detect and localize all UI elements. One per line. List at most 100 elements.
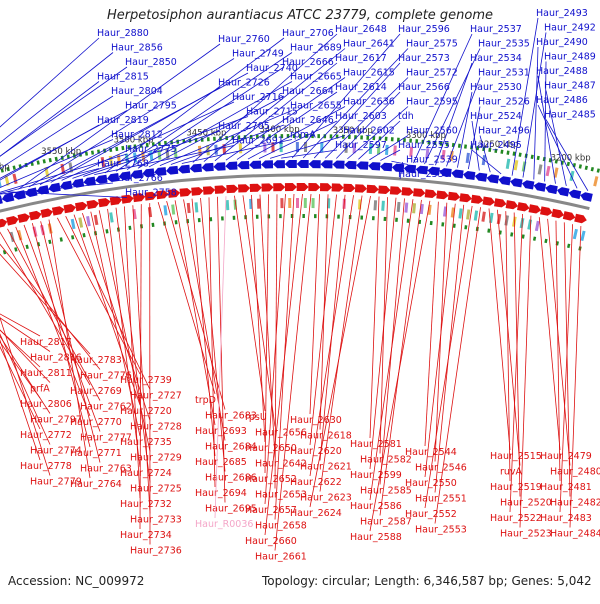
reverse-gene-label: Haur_2588	[350, 532, 402, 543]
reverse-gene-label: Haur_2519	[490, 482, 542, 493]
reverse-leader-line	[489, 208, 510, 450]
forward-gene-arrow	[451, 170, 463, 179]
forward-leader-line	[457, 92, 472, 168]
forward-gene-label: Haur_2850	[125, 57, 177, 68]
tick-mark	[84, 233, 85, 237]
forward-gene-arrow	[344, 161, 356, 169]
tick-mark	[86, 152, 87, 156]
forward-gene-label: Haur_2495	[470, 140, 522, 151]
reverse-leader-line	[425, 202, 438, 446]
forward-gene-label: Haur_2641	[343, 39, 395, 50]
tick-mark	[466, 225, 467, 229]
reverse-gene-label: Haur_2811	[20, 368, 72, 379]
reverse-gene-label: Haur_2734	[120, 530, 172, 541]
reverse-gene-arrow	[29, 211, 42, 221]
reverse-gene-arrow	[574, 214, 587, 224]
reverse-gene-arrow	[390, 186, 402, 195]
reverse-gene-label: Haur_2685	[195, 457, 247, 468]
reverse-gene-arrow	[332, 183, 344, 191]
forward-gene-label: Haur_2666	[282, 57, 334, 68]
forward-gene-label: Haur_2595	[406, 97, 458, 108]
forward-gene-arrow	[534, 182, 547, 191]
reverse-gene-label: Haur_2483	[540, 513, 592, 524]
reverse-gene-label: Haur_2520	[500, 498, 552, 509]
reverse-gene-arrow	[320, 183, 332, 191]
tick-mark	[514, 152, 515, 156]
forward-gene-arrow	[0, 195, 3, 205]
reverse-gene-label: Haur_2770	[70, 417, 122, 428]
forward-gene-label: Haur_2537	[470, 24, 522, 35]
reverse-leader-line	[251, 195, 265, 442]
reverse-gene-arrow	[64, 204, 77, 213]
reverse-gene-label: Haur_2724	[120, 468, 172, 479]
reverse-leader-line	[16, 227, 90, 416]
reverse-gene-arrow	[459, 193, 472, 202]
forward-gene-label: Haur_2602	[343, 126, 395, 137]
reverse-gene-label: Haur_2661	[255, 552, 307, 563]
cog-bar	[547, 166, 549, 176]
cog-bar	[491, 213, 493, 223]
forward-gene-label: Haur_2538	[398, 169, 450, 180]
cog-bar	[165, 205, 166, 215]
reverse-gene-arrow	[18, 213, 31, 223]
forward-gene-label: Haur_2880	[97, 28, 149, 39]
tick-mark	[465, 145, 466, 149]
tick-mark	[92, 151, 93, 155]
reverse-gene-label: Haur_2550	[405, 478, 457, 489]
forward-gene-label: Haur_2534	[470, 53, 522, 64]
cog-bar	[475, 211, 476, 221]
forward-gene-arrow	[580, 192, 593, 202]
reverse-leader-line	[370, 197, 379, 438]
reverse-leader-line	[310, 194, 320, 414]
forward-gene-arrow	[2, 193, 15, 203]
forward-gene-label: Haur_2689	[290, 43, 342, 54]
reverse-gene-label: Haur_2551	[415, 494, 467, 505]
cog-bar	[95, 215, 97, 225]
forward-gene-label: Haur_2664	[282, 86, 334, 97]
tick-mark	[50, 158, 51, 162]
forward-gene-label: Haur_2716	[232, 92, 284, 103]
forward-gene-arrow	[356, 161, 368, 169]
tick-mark	[586, 166, 587, 170]
reverse-gene-arrow	[250, 184, 262, 192]
reverse-gene-arrow	[494, 198, 507, 207]
reverse-gene-arrow	[343, 184, 355, 192]
reverse-gene-label: Haur_2479	[540, 451, 592, 462]
forward-gene-arrow	[380, 163, 392, 172]
tick-mark	[61, 238, 62, 242]
tick-mark	[598, 169, 599, 173]
forward-gene-label: Haur_2614	[335, 82, 387, 93]
tick-mark	[15, 247, 16, 251]
forward-leader-line	[281, 150, 337, 158]
tick-mark	[538, 156, 539, 160]
reverse-gene-arrow	[191, 187, 203, 196]
cog-bar	[14, 174, 16, 184]
reverse-gene-label: Haur_R0036	[195, 519, 253, 530]
cog-bar	[72, 219, 74, 229]
reverse-gene-arrow	[6, 216, 19, 226]
cog-bar	[574, 229, 576, 239]
tick-mark	[107, 229, 108, 233]
tick-mark	[592, 167, 593, 171]
reverse-gene-label: Haur_2630	[290, 415, 342, 426]
forward-gene-arrow	[237, 161, 249, 169]
reverse-gene-label: Haur_2515	[490, 451, 542, 462]
forward-gene-arrow	[498, 176, 511, 185]
reverse-gene-label: Haur_2732	[120, 499, 172, 510]
tick-mark	[14, 166, 15, 170]
forward-gene-label: Haur_2573	[398, 53, 450, 64]
reverse-gene-label: Haur_2546	[415, 463, 467, 474]
tick-mark	[488, 229, 489, 233]
cog-bar	[188, 203, 189, 213]
reverse-gene-label: Haur_2586	[350, 501, 402, 512]
cog-bar	[88, 216, 90, 226]
forward-gene-arrow	[166, 166, 178, 175]
forward-gene-label: Haur_2487	[544, 81, 596, 92]
reverse-gene-label: Haur_2484	[550, 529, 600, 540]
tick-mark	[130, 226, 131, 230]
reverse-gene-arrow	[308, 183, 320, 191]
reverse-gene-arrow	[75, 202, 88, 211]
forward-leader-line	[472, 150, 501, 174]
forward-gene-label: Haur_2596	[398, 24, 450, 35]
reverse-gene-label: Haur_2736	[130, 546, 182, 557]
